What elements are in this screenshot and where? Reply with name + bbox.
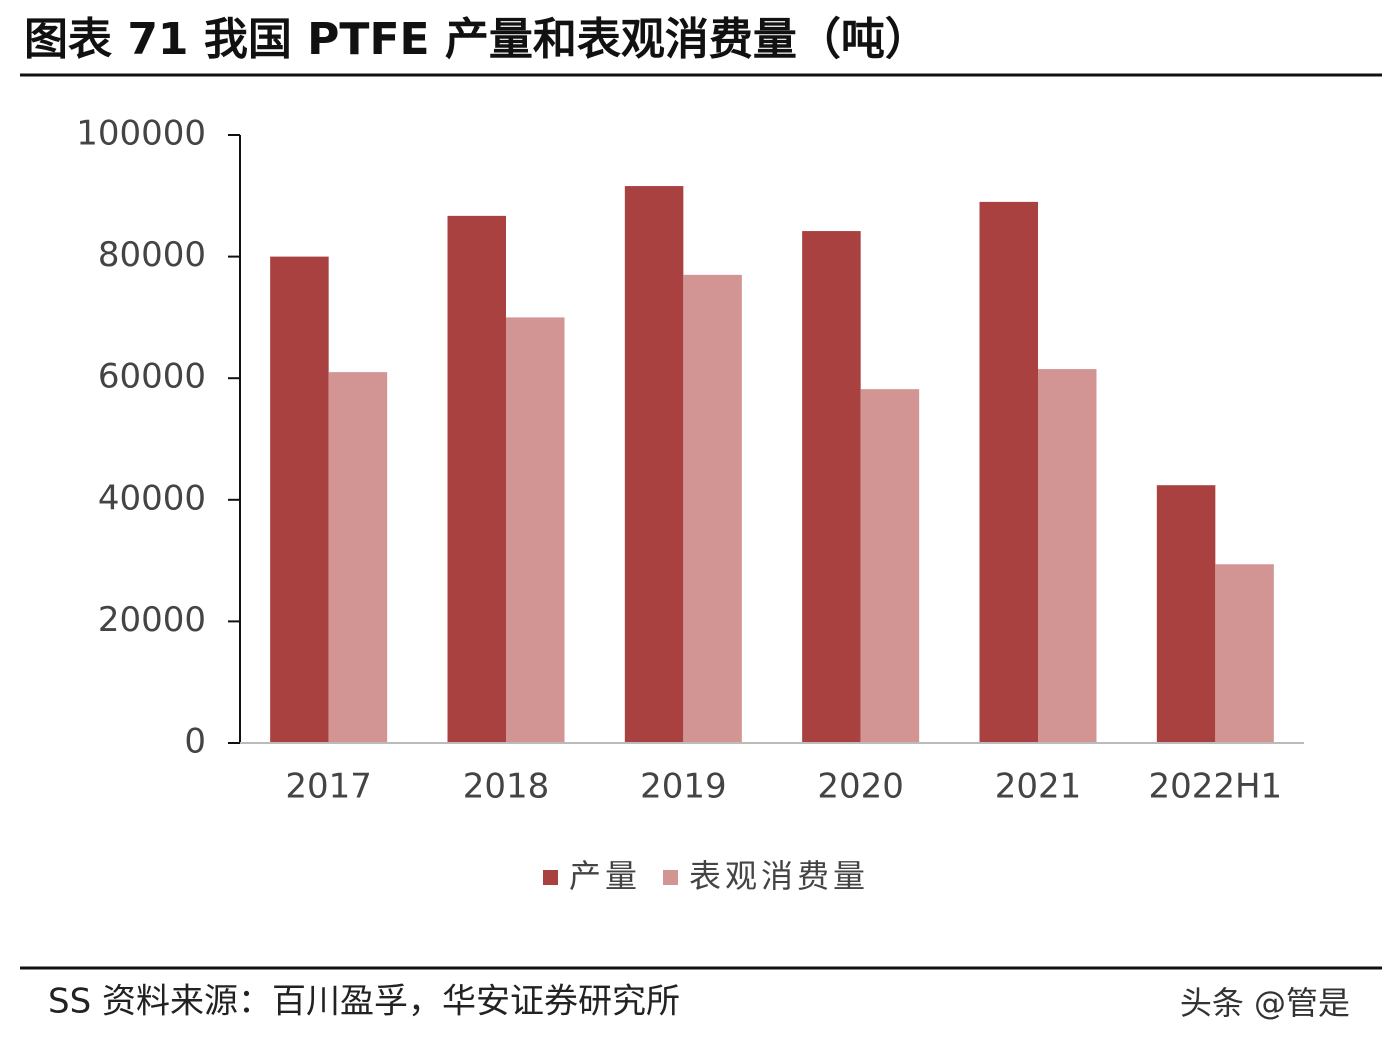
bar bbox=[1215, 564, 1274, 743]
y-tick-label: 40000 bbox=[98, 478, 206, 518]
x-tick-label: 2018 bbox=[463, 767, 550, 807]
y-tick-label: 100000 bbox=[76, 114, 206, 154]
bar bbox=[506, 317, 565, 743]
y-tick-label: 80000 bbox=[98, 235, 206, 275]
legend-label: 产量 bbox=[569, 857, 641, 895]
bar bbox=[860, 389, 920, 743]
legend-swatch bbox=[663, 870, 679, 885]
y-tick-label: 60000 bbox=[98, 357, 206, 397]
x-tick-label: 2019 bbox=[640, 767, 727, 807]
bar bbox=[624, 186, 684, 743]
x-tick-label: 2022H1 bbox=[1148, 767, 1282, 807]
legend-label: 表观消费量 bbox=[689, 857, 869, 895]
bar bbox=[447, 215, 506, 743]
bar bbox=[683, 274, 742, 743]
chart-title: 图表 71 我国 PTFE 产量和表观消费量（吨） bbox=[24, 14, 929, 65]
x-tick-label: 2020 bbox=[817, 767, 904, 807]
x-tick-label: 2021 bbox=[995, 767, 1082, 807]
x-tick-label: 2017 bbox=[285, 767, 372, 807]
bar bbox=[979, 201, 1038, 743]
y-tick-label: 0 bbox=[184, 722, 206, 762]
bar bbox=[270, 256, 329, 743]
legend-swatch bbox=[543, 870, 558, 885]
bar bbox=[1156, 485, 1216, 743]
bar bbox=[328, 372, 388, 743]
bar bbox=[1038, 369, 1097, 743]
watermark: 头条 @管是 bbox=[1180, 984, 1350, 1022]
bar bbox=[802, 231, 861, 743]
y-tick-label: 20000 bbox=[98, 600, 206, 640]
source-note: SS 资料来源：百川盈孚，华安证券研究所 bbox=[48, 982, 680, 1022]
